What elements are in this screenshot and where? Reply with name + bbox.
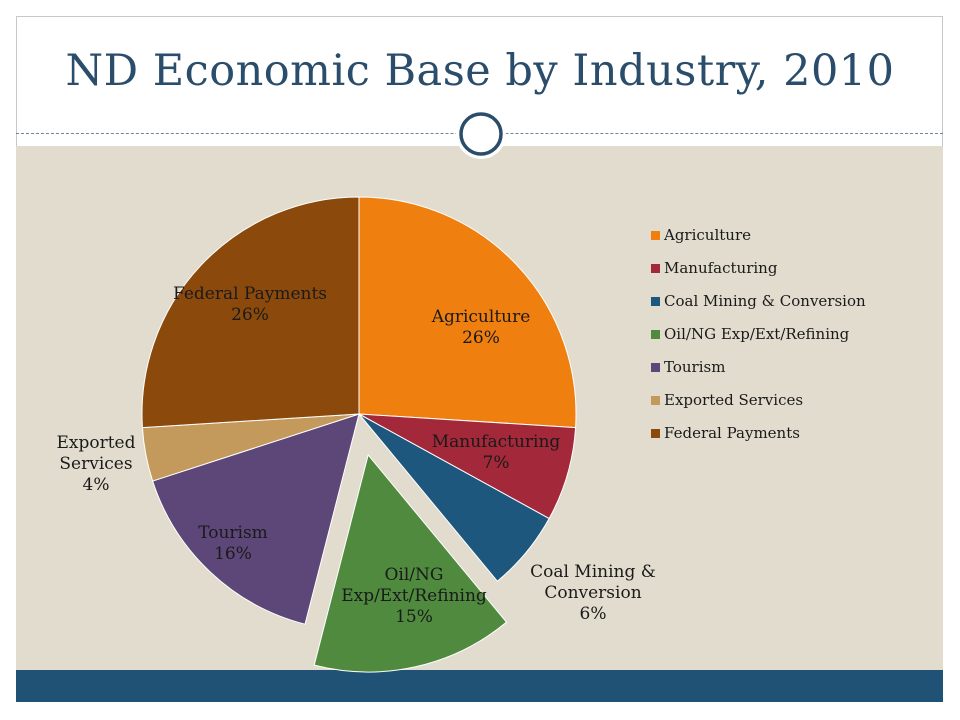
slice-label: Coal Mining & Conversion 6% (530, 562, 656, 624)
slice-label: Agriculture 26% (431, 307, 531, 348)
legend-swatch (651, 330, 660, 339)
legend-swatch (651, 429, 660, 438)
circle-badge-icon (456, 109, 506, 159)
legend-label: Exported Services (664, 391, 803, 409)
pie-slice-federal-payments (141, 196, 360, 429)
slice-label: Federal Payments 26% (173, 284, 327, 325)
pie-slice-oil-ng-exp-ext-refining (313, 453, 508, 673)
pie-slice-agriculture (358, 196, 577, 429)
legend-swatch (651, 363, 660, 372)
legend-label: Coal Mining & Conversion (664, 292, 866, 310)
slice-label: Oil/NG Exp/Ext/Refining 15% (341, 565, 487, 627)
slice-labels: Agriculture 26% Manufacturing 7% Coal Mining… (56, 284, 655, 627)
slice-label: Manufacturing 7% (432, 432, 561, 473)
legend-swatch (651, 264, 660, 273)
slide-title: ND Economic Base by Industry, 2010 (65, 46, 895, 96)
legend-label: Oil/NG Exp/Ext/Refining (664, 325, 850, 343)
legend-swatch (651, 396, 660, 405)
legend-label: Manufacturing (664, 259, 778, 277)
slice-label: Tourism 16% (198, 523, 268, 564)
slice-label: Exported Services 4% (56, 433, 135, 495)
pie-slice-tourism (151, 413, 360, 625)
legend-swatch (651, 231, 660, 240)
chart-legend: Agriculture Manufacturing Coal Mining & Co… (651, 226, 866, 442)
footer-bar (16, 670, 943, 702)
legend-label: Federal Payments (664, 424, 800, 442)
pie-slice-coal-mining-conversion (358, 413, 550, 582)
legend-swatch (651, 297, 660, 306)
legend-label: Agriculture (663, 226, 751, 244)
legend-label: Tourism (664, 358, 725, 376)
pie-slices (141, 196, 577, 673)
